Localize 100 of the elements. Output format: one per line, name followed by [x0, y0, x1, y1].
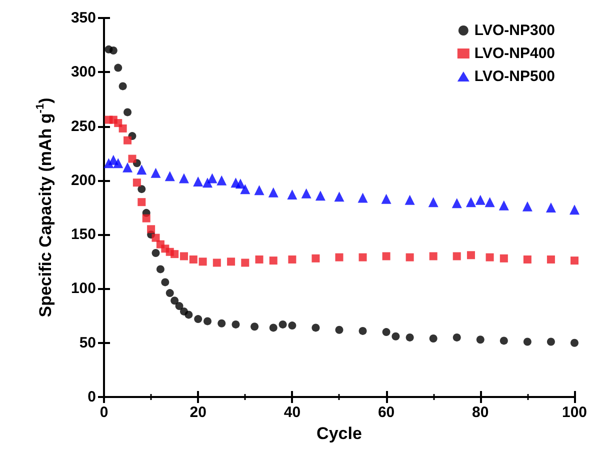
x-tick-label: 20: [190, 404, 206, 421]
point: [170, 250, 179, 258]
point: [207, 173, 218, 184]
y-tick-label: 100: [70, 280, 96, 298]
point: [118, 124, 127, 132]
point: [429, 252, 438, 260]
point: [128, 154, 136, 163]
point: [175, 302, 184, 310]
point: [315, 190, 326, 201]
point: [301, 188, 312, 198]
point: [122, 162, 133, 172]
point: [152, 234, 160, 242]
x-tick-label: 80: [472, 404, 489, 421]
point: [569, 204, 580, 215]
point: [114, 64, 122, 72]
point: [570, 256, 578, 265]
y-axis-title: Specific Capacity (mAh g-1): [34, 98, 55, 318]
point: [312, 254, 320, 262]
point: [138, 198, 146, 206]
point: [288, 322, 296, 330]
point: [204, 317, 212, 326]
legend-label: LVO-NP400: [474, 45, 556, 62]
point: [278, 320, 287, 328]
point: [156, 265, 164, 274]
point: [124, 136, 132, 144]
point: [235, 178, 246, 189]
point: [254, 185, 264, 196]
point: [255, 255, 264, 264]
point: [241, 258, 250, 267]
point: [498, 200, 509, 210]
point: [136, 164, 147, 175]
point: [250, 322, 259, 331]
point: [269, 324, 278, 332]
point: [429, 334, 438, 343]
point: [142, 214, 150, 222]
point: [428, 197, 438, 208]
point: [218, 319, 226, 328]
y-tick-label: 50: [79, 334, 96, 352]
point: [546, 202, 556, 212]
x-tick-label: 100: [562, 404, 587, 421]
y-tick-label: 300: [70, 64, 96, 81]
point: [335, 253, 344, 262]
y-tick-label: 250: [70, 118, 96, 135]
point: [475, 194, 486, 205]
point: [523, 255, 532, 264]
point: [212, 258, 221, 267]
point: [170, 296, 179, 305]
point: [381, 194, 392, 204]
point: [268, 187, 278, 198]
point: [392, 332, 400, 340]
point: [216, 175, 227, 186]
point: [161, 278, 170, 286]
point: [334, 192, 344, 202]
point: [484, 197, 495, 208]
point: [522, 201, 532, 212]
point: [358, 326, 367, 335]
point: [500, 254, 508, 262]
point: [358, 192, 368, 203]
point: [198, 258, 207, 266]
point: [193, 176, 204, 187]
y-tick-label: 150: [70, 226, 96, 244]
y-tick-label: 0: [88, 388, 96, 406]
point: [152, 248, 160, 257]
legend-label: LVO-NP500: [474, 68, 556, 85]
point: [546, 255, 555, 264]
x-tick-label: 60: [378, 404, 395, 421]
point: [500, 336, 508, 345]
point: [178, 173, 189, 184]
point: [570, 338, 578, 347]
y-tick-label: 350: [70, 10, 96, 26]
point: [232, 320, 240, 328]
point: [269, 256, 278, 265]
point: [227, 258, 236, 266]
point: [124, 108, 132, 116]
point: [335, 326, 344, 334]
x-axis-title: Cycle: [316, 424, 362, 443]
point: [132, 178, 141, 187]
point: [240, 184, 250, 194]
point: [150, 168, 161, 178]
point: [180, 252, 188, 260]
point: [166, 289, 174, 298]
point: [382, 252, 390, 260]
y-tick-label: 200: [70, 172, 96, 189]
point: [287, 190, 298, 200]
x-tick-label: 40: [284, 404, 301, 421]
point: [382, 328, 390, 336]
point: [113, 158, 124, 168]
point: [404, 194, 415, 205]
point: [184, 310, 193, 319]
point: [164, 171, 175, 182]
point: [466, 197, 476, 208]
point: [452, 333, 461, 342]
x-tick-label: 0: [100, 404, 108, 421]
point: [466, 251, 475, 260]
point: [312, 324, 320, 332]
point: [118, 82, 127, 90]
point: [476, 336, 484, 344]
point: [406, 333, 414, 342]
point: [486, 253, 494, 262]
point: [406, 253, 414, 262]
